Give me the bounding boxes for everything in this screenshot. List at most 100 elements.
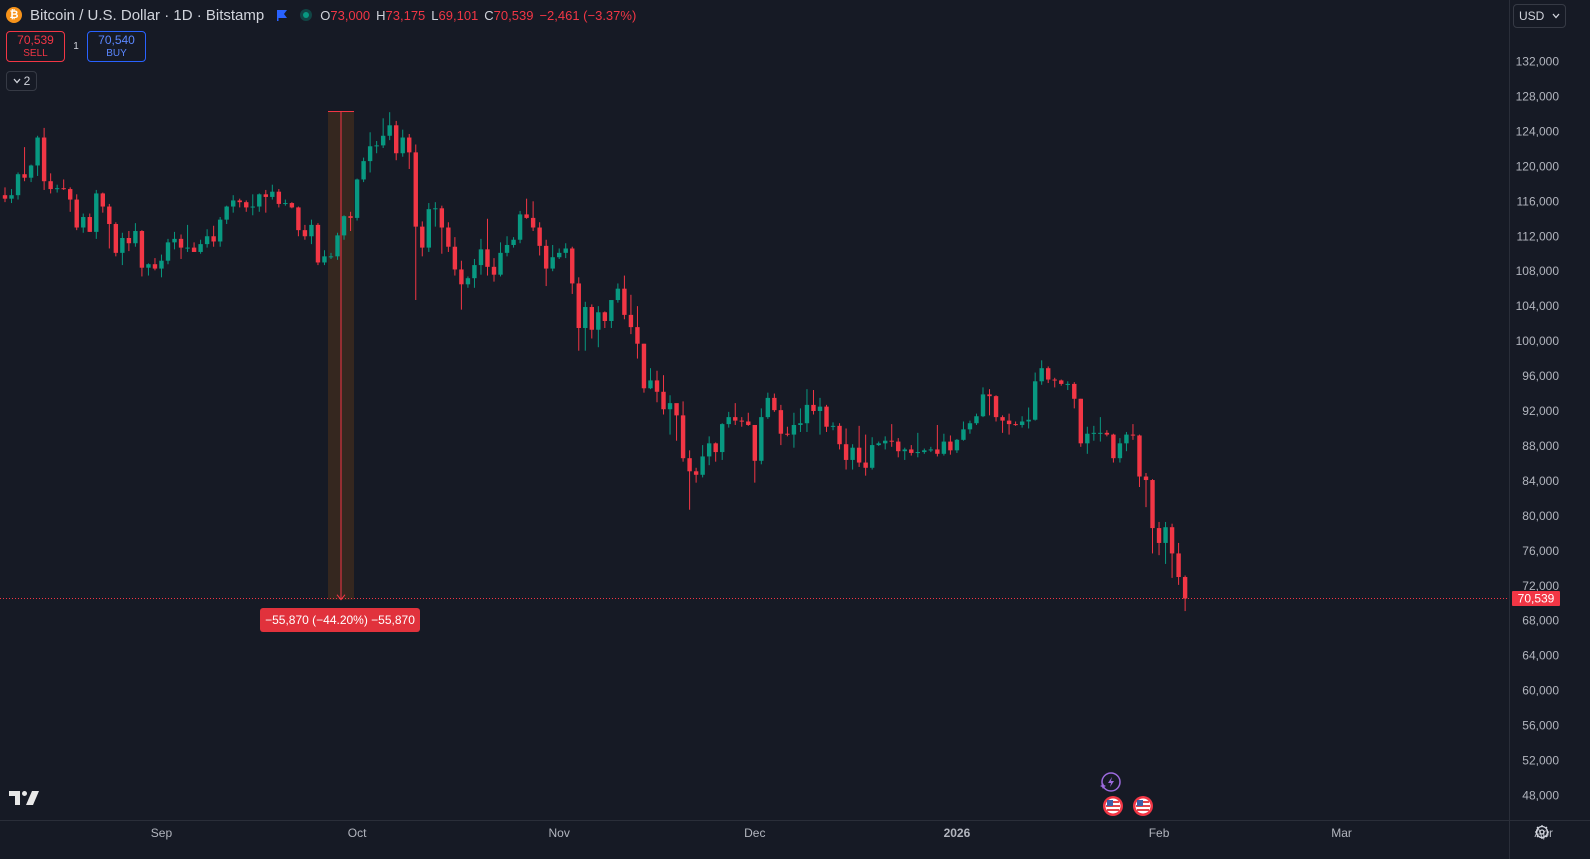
candle-body [609,300,614,322]
candle-body [68,189,73,200]
buy-label: BUY [106,47,127,59]
candle-body [407,137,412,153]
candle-body [733,417,738,421]
buy-button[interactable]: 70,540 BUY [87,31,146,62]
price-tick-label: 84,000 [1522,474,1559,488]
candle-body [94,193,99,232]
time-axis[interactable]: Sep Oct Nov Dec 2026 Feb Mar Apr [151,826,1553,840]
candle-body [413,152,418,227]
candle-body [1091,432,1097,434]
candle-body [35,137,40,166]
candle-body [367,146,373,162]
candle-body [909,449,914,453]
candle-body [2,195,8,199]
candle-body [980,394,986,417]
time-tick-label: 2026 [944,826,971,840]
candle-body [159,260,164,269]
candle-body [172,238,177,243]
candle-body [452,246,458,270]
candle-body [504,244,510,253]
price-tick-label: 56,000 [1522,719,1559,733]
price-tick-label: 48,000 [1522,788,1559,802]
candle-body [713,443,718,453]
last-price-badge: 70,539 [1512,591,1560,607]
candle-body [1032,381,1038,420]
lightning-event-icon[interactable] [1100,772,1121,792]
candle-body [967,423,973,430]
candle-body [348,216,353,218]
candle-body [152,264,158,269]
candle-body [746,421,751,425]
candle-body [543,245,549,269]
candle-body [628,314,634,328]
high-value: 73,175 [385,7,426,23]
candle-body [1143,476,1149,481]
candle-body [61,188,66,190]
candle-body [309,224,314,237]
candle-body [948,441,953,451]
price-tick-label: 112,000 [1517,229,1560,243]
currency-select[interactable]: USD [1513,4,1566,28]
close-key: C [484,7,494,23]
candle-body [667,403,673,410]
tradingview-logo[interactable] [9,789,41,807]
symbol-title[interactable]: Bitcoin / U.S. Dollar · 1D · Bitstamp [30,6,265,24]
time-tick-label: Sep [151,826,173,840]
candle-body [270,191,275,197]
candle-body [165,242,171,261]
candle-body [524,214,529,218]
us-flag-event-icon[interactable] [1133,796,1153,816]
candle-body [335,235,340,257]
candle-body [15,174,21,196]
candle-body [426,209,431,248]
candle-body [1046,368,1051,380]
candle-body [785,433,790,435]
price-axis[interactable]: 48,000 52,000 56,000 60,000 64,000 68,000 72,0… [1516,55,1560,803]
candle-body [706,443,712,457]
candle-body [817,406,823,411]
indicators-toggle-button[interactable]: 2 [6,71,37,91]
flag-icon[interactable] [276,9,288,21]
candle-body [139,231,145,268]
time-tick-label: Feb [1149,826,1170,840]
trade-panel: 70,539 SELL 1 70,540 BUY [6,31,146,62]
candle-body [961,429,966,440]
candle-body [726,417,731,425]
candle-body [550,257,555,269]
candle-body [22,174,27,178]
candle-body [100,193,105,207]
price-tick-label: 80,000 [1522,509,1559,523]
candle-body [941,441,947,454]
price-tick-label: 128,000 [1516,89,1560,103]
candle-body [622,288,627,315]
measure-tool[interactable] [328,110,354,601]
candle-body [322,256,327,263]
candle-body [315,224,321,263]
candle-body [478,249,484,266]
candle-body [126,237,132,244]
us-flag-event-icon[interactable] [1103,796,1123,816]
symbol-header[interactable]: ₿ Bitcoin / U.S. Dollar · 1D · Bitstamp … [6,4,636,26]
candle-body [9,195,14,199]
price-tick-label: 64,000 [1522,649,1559,663]
price-tick-label: 68,000 [1522,614,1559,628]
candle-body [720,424,725,453]
candle-body [1130,434,1136,436]
candle-body [615,288,621,301]
chevron-down-icon [1552,13,1560,19]
candle-body [648,380,653,389]
candle-body [1098,432,1103,434]
sell-button[interactable]: 70,539 SELL [6,31,65,62]
candle-body [263,194,268,197]
candle-body [889,440,894,442]
candle-body [596,312,601,330]
candle-body [635,327,640,344]
candle-body [837,425,842,445]
candle-body [700,456,705,475]
settings-icon[interactable] [1534,824,1550,840]
close-value: 70,539 [493,7,534,23]
candle-body [993,396,999,418]
candle-body [446,227,451,247]
candle-body [1039,368,1044,382]
